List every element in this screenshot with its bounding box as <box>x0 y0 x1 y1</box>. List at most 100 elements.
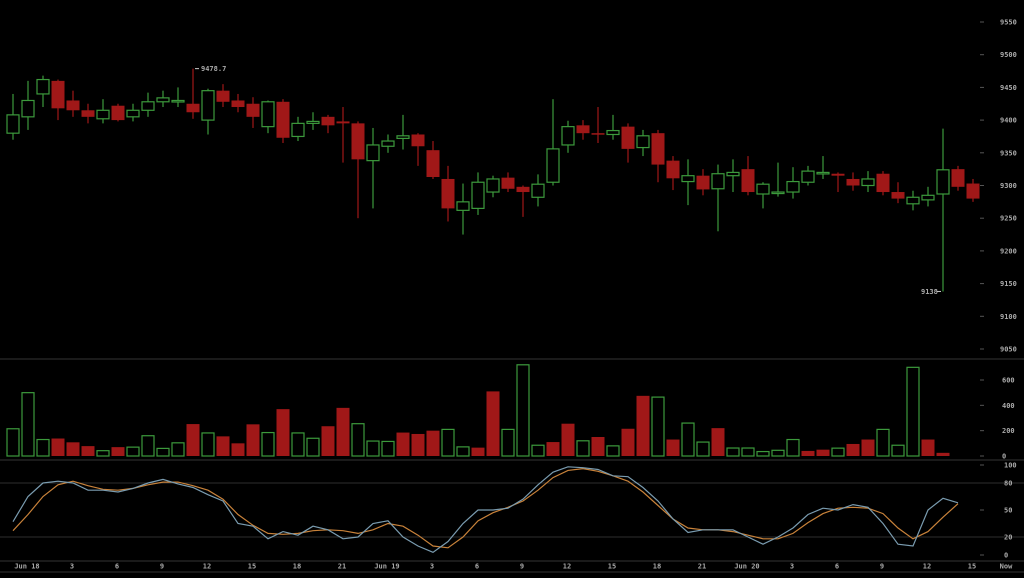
volume-bar[interactable] <box>6 428 20 457</box>
candle[interactable] <box>261 100 275 134</box>
volume-bar[interactable] <box>231 443 245 456</box>
candle[interactable] <box>831 172 845 193</box>
candle[interactable] <box>906 190 920 211</box>
candle[interactable] <box>681 159 695 206</box>
volume-bar[interactable] <box>126 446 140 457</box>
price-panel[interactable] <box>6 68 980 292</box>
candle[interactable] <box>576 120 590 140</box>
volume-bar[interactable] <box>846 443 860 456</box>
candle[interactable] <box>501 172 515 193</box>
candle[interactable] <box>636 129 650 157</box>
candle[interactable] <box>336 107 350 163</box>
volume-panel[interactable] <box>6 364 950 457</box>
candle[interactable] <box>921 186 935 207</box>
volume-bar[interactable] <box>441 428 455 457</box>
volume-bar[interactable] <box>381 440 395 457</box>
volume-bar[interactable] <box>576 440 590 457</box>
volume-bar[interactable] <box>81 446 95 456</box>
candle[interactable] <box>36 75 50 108</box>
candle[interactable] <box>81 103 95 124</box>
volume-bar[interactable] <box>291 432 305 457</box>
volume-bar[interactable] <box>261 431 275 457</box>
candle[interactable] <box>381 134 395 153</box>
candle[interactable] <box>786 167 800 199</box>
candle[interactable] <box>546 99 560 186</box>
volume-bar[interactable] <box>486 391 500 456</box>
candle[interactable] <box>651 129 665 183</box>
volume-bar[interactable] <box>246 424 260 456</box>
candle[interactable] <box>126 103 140 122</box>
volume-bar[interactable] <box>321 426 335 456</box>
volume-bar[interactable] <box>216 436 230 456</box>
volume-bar[interactable] <box>786 438 800 457</box>
candle[interactable] <box>756 182 770 209</box>
candle[interactable] <box>96 99 110 124</box>
volume-bar[interactable] <box>411 433 425 456</box>
candle[interactable] <box>396 114 410 150</box>
candle[interactable] <box>111 103 125 122</box>
volume-bar[interactable] <box>816 449 830 456</box>
candle[interactable] <box>456 183 470 235</box>
candle[interactable] <box>591 107 605 143</box>
volume-bar[interactable] <box>36 438 50 457</box>
candle[interactable] <box>891 182 905 204</box>
candle[interactable] <box>291 116 305 142</box>
volume-bar[interactable] <box>621 428 635 456</box>
candle[interactable] <box>66 90 80 117</box>
candle[interactable] <box>936 128 950 292</box>
volume-bar[interactable] <box>66 442 80 456</box>
volume-bar[interactable] <box>546 442 560 456</box>
candle[interactable] <box>411 133 425 166</box>
volume-bar[interactable] <box>531 444 545 457</box>
volume-bar[interactable] <box>696 441 710 457</box>
candle[interactable] <box>531 174 545 207</box>
candle[interactable] <box>771 162 785 197</box>
candle[interactable] <box>321 114 335 134</box>
candle[interactable] <box>351 121 365 219</box>
volume-bar[interactable] <box>771 449 785 457</box>
candle[interactable] <box>366 127 380 209</box>
candle[interactable] <box>726 159 740 193</box>
volume-bar[interactable] <box>171 442 185 457</box>
volume-bar[interactable] <box>201 432 215 457</box>
candle[interactable] <box>306 112 320 130</box>
candle[interactable] <box>801 165 815 186</box>
candle[interactable] <box>171 87 185 108</box>
volume-bar[interactable] <box>861 439 875 456</box>
volume-bar[interactable] <box>426 430 440 456</box>
candle[interactable] <box>696 169 710 196</box>
candle[interactable] <box>231 93 245 113</box>
candle[interactable] <box>666 156 680 191</box>
volume-bar[interactable] <box>666 439 680 456</box>
candle[interactable] <box>21 80 35 130</box>
volume-bar[interactable] <box>351 423 365 457</box>
volume-bar[interactable] <box>141 435 155 457</box>
candle[interactable] <box>486 175 500 198</box>
volume-bar[interactable] <box>651 396 665 457</box>
volume-bar[interactable] <box>831 447 845 457</box>
candle[interactable] <box>201 88 215 135</box>
candle[interactable] <box>141 92 155 117</box>
volume-bar[interactable] <box>876 428 890 457</box>
volume-bar[interactable] <box>936 452 950 456</box>
volume-bar[interactable] <box>591 437 605 456</box>
candle[interactable] <box>186 68 200 119</box>
volume-bar[interactable] <box>21 392 35 457</box>
volume-bar[interactable] <box>711 428 725 456</box>
candle[interactable] <box>966 178 980 202</box>
volume-bar[interactable] <box>336 407 350 456</box>
candle[interactable] <box>6 93 20 140</box>
volume-bar[interactable] <box>366 440 380 457</box>
candle[interactable] <box>741 156 755 196</box>
volume-bar[interactable] <box>516 364 530 457</box>
candle[interactable] <box>711 164 725 232</box>
volume-bar[interactable] <box>51 438 65 456</box>
volume-bar[interactable] <box>396 432 410 456</box>
candle[interactable] <box>471 172 485 215</box>
candle[interactable] <box>516 185 530 217</box>
candle[interactable] <box>156 90 170 108</box>
candle[interactable] <box>606 114 620 140</box>
volume-bar[interactable] <box>636 395 650 456</box>
volume-bar[interactable] <box>456 446 470 457</box>
